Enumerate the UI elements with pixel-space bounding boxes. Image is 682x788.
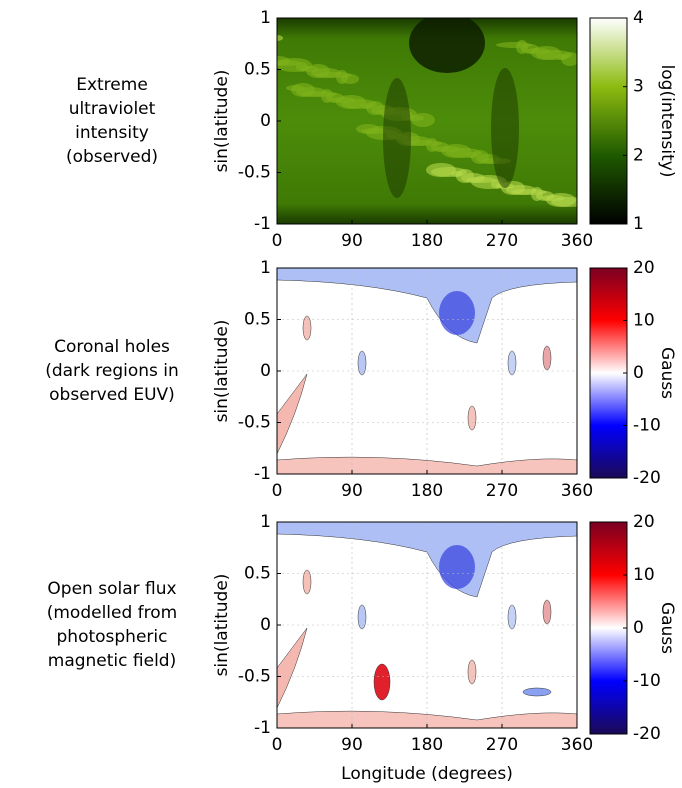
row-label: observed EUV) [49,385,175,405]
colorbar-label: log(intensity) [657,65,677,178]
colorbar-tick-label: 2 [633,145,644,165]
bright-region [277,35,283,41]
colorbar-tick-label: -20 [633,724,661,744]
bright-region [496,42,532,48]
y-tick-label: 0.5 [244,564,271,584]
bright-region [356,124,380,134]
row-label: Open solar flux [47,579,176,599]
y-tick-label: -0.5 [238,413,271,433]
colorbar [589,521,628,735]
y-tick-label: 0 [260,615,271,635]
y-tick-label: -1 [254,464,271,484]
map [277,18,577,224]
map-region [522,687,552,697]
dark-region [491,68,519,188]
x-tick-label: 270 [486,481,518,501]
map-region [302,569,312,595]
colorbar-tick-label: -10 [633,671,661,691]
colorbar-label: Gauss [657,347,677,399]
row-label: intensity [75,123,149,143]
colorbar-tick-label: 0 [633,618,644,638]
y-axis-label: sin(latitude) [212,70,232,173]
colorbar-tick-label: 0 [633,363,644,383]
map-region [277,373,308,455]
x-axis-label: Longitude (degrees) [341,764,513,784]
x-tick-label: 90 [341,735,363,755]
colorbar-tick-label: 4 [633,8,644,28]
row-label: photospheric [57,627,168,647]
y-tick-label: 0.5 [244,310,271,330]
row-label: Extreme [76,75,148,95]
y-tick-label: 0 [260,361,271,381]
x-tick-label: 0 [272,481,283,501]
x-tick-label: 180 [411,735,443,755]
colorbar [589,17,628,225]
x-tick-label: 360 [561,735,593,755]
y-tick-label: 1 [260,8,271,28]
row-label: magnetic field) [48,651,176,671]
colorbar-tick-label: 3 [633,77,644,97]
colorbar-tick-label: 10 [633,311,655,331]
bright-region [426,163,456,177]
x-tick-label: 90 [341,231,363,251]
map-region [507,350,517,376]
x-tick-label: 360 [561,481,593,501]
row-label: (modelled from [47,603,178,623]
colorbar-tick-label: 1 [633,214,644,234]
dark-region [409,18,485,73]
row-label: (observed) [66,147,158,167]
y-tick-label: 1 [260,258,271,278]
map-region [277,627,308,709]
row-label: ultraviolet [69,99,156,119]
x-tick-label: 270 [486,735,518,755]
y-axis-label: sin(latitude) [212,320,232,423]
y-tick-label: 0 [260,111,271,131]
x-tick-label: 180 [411,231,443,251]
x-tick-label: 270 [486,231,518,251]
colorbar-tick-label: -20 [633,468,661,488]
x-tick-label: 0 [272,735,283,755]
map-region [542,599,552,625]
colorbar-label: Gauss [657,602,677,654]
map-region [467,405,477,431]
colorbar [589,267,628,479]
map-region [507,604,517,630]
map-region [373,663,391,701]
x-tick-label: 360 [561,231,593,251]
map-region [439,291,475,335]
map-region [542,345,552,371]
colorbar-tick-label: -10 [633,416,661,436]
colorbar-tick-label: 10 [633,565,655,585]
y-tick-label: -1 [254,214,271,234]
bright-region [286,85,304,91]
row-label: (dark regions in [45,361,179,381]
row-label: Coronal holes [54,337,170,357]
y-tick-label: -0.5 [238,667,271,687]
bright-region [277,56,290,66]
map-region [357,604,367,630]
x-tick-label: 90 [341,481,363,501]
map-region [467,659,477,685]
map-region [357,350,367,376]
map-region [439,545,475,589]
map-region [302,315,312,341]
y-axis-label: sin(latitude) [212,574,232,677]
colorbar-tick-label: 20 [633,512,655,532]
dark-region [383,78,411,198]
y-tick-label: -0.5 [238,163,271,183]
y-tick-label: -1 [254,718,271,738]
y-tick-label: 0.5 [244,60,271,80]
y-tick-label: 1 [260,512,271,532]
colorbar-tick-label: 20 [633,258,655,278]
x-tick-label: 180 [411,481,443,501]
x-tick-label: 0 [272,231,283,251]
